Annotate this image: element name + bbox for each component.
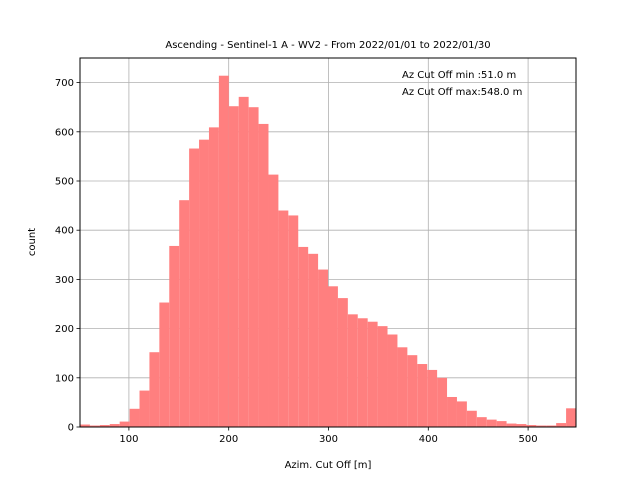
y-tick-label: 600 bbox=[55, 127, 74, 138]
histogram-bar bbox=[337, 298, 348, 427]
histogram-bar bbox=[496, 421, 507, 427]
x-tick-label: 300 bbox=[319, 434, 338, 445]
histogram-bar bbox=[139, 390, 150, 427]
plot-frame bbox=[79, 57, 577, 428]
x-axis-ticks: 100 200 300 400 500 bbox=[119, 427, 538, 445]
histogram-bar bbox=[456, 401, 467, 427]
histogram-bar bbox=[109, 424, 120, 427]
histogram-bar bbox=[199, 139, 209, 427]
histogram-bar bbox=[536, 425, 547, 427]
histogram-bar bbox=[218, 75, 229, 427]
histogram-bar bbox=[318, 269, 328, 427]
histogram-bar bbox=[328, 286, 338, 427]
histogram-bar bbox=[566, 408, 576, 427]
histogram-bar bbox=[169, 245, 180, 427]
y-tick-label: 400 bbox=[55, 226, 74, 237]
histogram-bar bbox=[179, 200, 190, 427]
histogram-bar bbox=[119, 421, 130, 427]
x-axis-label: Azim. Cut Off [m] bbox=[285, 460, 372, 471]
y-tick-label: 700 bbox=[55, 78, 74, 89]
histogram-bar bbox=[486, 419, 497, 427]
y-tick-label: 200 bbox=[55, 324, 74, 335]
histogram-bar bbox=[159, 302, 170, 427]
histogram-bar bbox=[377, 326, 388, 427]
histogram-bar bbox=[189, 148, 200, 427]
histogram-bar bbox=[387, 334, 398, 427]
y-tick-label: 500 bbox=[55, 177, 74, 188]
histogram-bar bbox=[238, 96, 249, 428]
histogram-bar bbox=[556, 423, 567, 427]
x-tick-label: 400 bbox=[419, 434, 438, 445]
annotation-max: Az Cut Off max:548.0 m bbox=[402, 87, 522, 98]
histogram-bar bbox=[466, 410, 477, 427]
histogram-bar bbox=[506, 423, 517, 427]
y-tick-label: 100 bbox=[55, 373, 74, 384]
histogram-bar bbox=[546, 425, 557, 427]
histogram-bar bbox=[526, 425, 537, 427]
bars bbox=[80, 75, 576, 428]
histogram-bar bbox=[347, 314, 358, 427]
histogram-bar bbox=[427, 369, 438, 427]
histogram-bar bbox=[99, 425, 110, 427]
y-axis-ticks: 0 100 200 300 400 500 600 700 bbox=[55, 78, 80, 434]
histogram-bar bbox=[208, 127, 219, 427]
histogram-bar bbox=[89, 425, 100, 427]
histogram-bar bbox=[367, 321, 378, 427]
histogram-bar bbox=[516, 424, 527, 427]
annotation-min: Az Cut Off min :51.0 m bbox=[402, 70, 516, 81]
histogram-bar bbox=[308, 253, 319, 427]
y-tick-label: 0 bbox=[68, 423, 74, 434]
histogram-bar bbox=[80, 424, 90, 427]
histogram-bar bbox=[248, 107, 259, 427]
x-tick-label: 500 bbox=[519, 434, 538, 445]
histogram-bar bbox=[417, 364, 428, 427]
histogram-bar bbox=[437, 377, 448, 427]
histogram-bar bbox=[288, 215, 299, 427]
histogram-bar bbox=[298, 246, 309, 427]
histogram-bar bbox=[407, 355, 418, 427]
histogram-bar bbox=[278, 210, 289, 427]
histogram-bar bbox=[129, 408, 140, 427]
histogram-bar bbox=[149, 352, 160, 427]
histogram-bar bbox=[476, 417, 487, 427]
histogram-bar bbox=[228, 106, 239, 427]
y-axis-label: count bbox=[27, 228, 38, 256]
histogram-bar bbox=[357, 318, 368, 427]
histogram-bar bbox=[397, 347, 408, 427]
x-tick-label: 200 bbox=[219, 434, 238, 445]
histogram-bar bbox=[268, 174, 279, 427]
histogram-bar bbox=[447, 396, 457, 427]
y-tick-label: 300 bbox=[55, 275, 74, 286]
chart-title: Ascending - Sentinel-1 A - WV2 - From 20… bbox=[165, 40, 490, 51]
x-tick-label: 100 bbox=[119, 434, 138, 445]
histogram-bar bbox=[258, 123, 269, 427]
